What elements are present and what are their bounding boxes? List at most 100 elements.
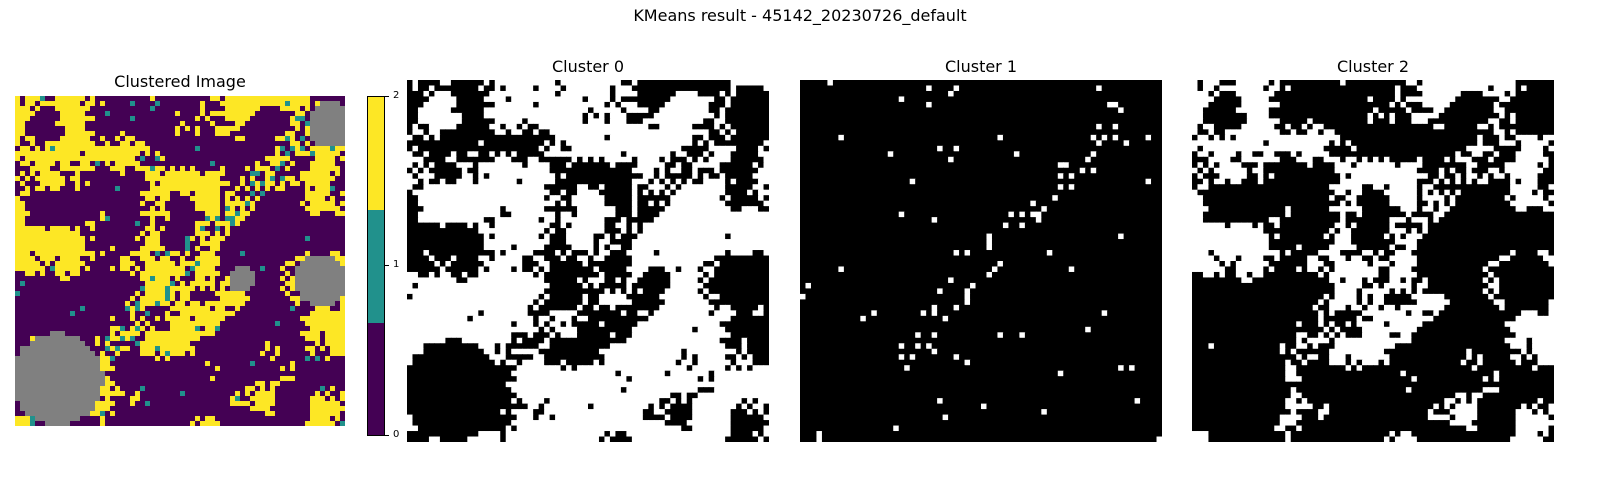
clustered-pixel [15, 171, 21, 177]
clustered-pixel [295, 111, 301, 117]
cluster-0-pixel [407, 96, 414, 103]
clustered-pixel [325, 111, 331, 117]
clustered-pixel [205, 301, 211, 307]
clustered-pixel [75, 256, 81, 262]
clustered-pixel [85, 141, 91, 147]
clustered-pixel [170, 256, 176, 262]
cluster-0-pixel [450, 96, 457, 103]
clustered-pixel [70, 216, 76, 222]
clustered-pixel [90, 341, 96, 347]
clustered-pixel [340, 416, 345, 422]
clustered-pixel [340, 361, 345, 367]
clustered-pixel [20, 191, 26, 197]
clustered-pixel [235, 401, 241, 407]
clustered-pixel [110, 291, 116, 297]
clustered-pixel [255, 391, 261, 397]
clustered-pixel [300, 371, 306, 377]
clustered-pixel [25, 381, 31, 387]
clustered-pixel [260, 126, 266, 132]
clustered-pixel [200, 286, 206, 292]
clustered-pixel [160, 291, 166, 297]
clustered-pixel [105, 356, 111, 362]
clustered-pixel [180, 356, 186, 362]
clustered-pixel [145, 306, 151, 312]
clustered-pixel [100, 286, 106, 292]
clustered-pixel [55, 256, 61, 262]
clustered-pixel [235, 231, 241, 237]
cluster-0-pixel [412, 123, 419, 130]
clustered-pixel [50, 351, 56, 357]
clustered-pixel [165, 171, 171, 177]
clustered-pixel [165, 406, 171, 412]
clustered-pixel [325, 101, 331, 107]
clustered-pixel [30, 286, 36, 292]
clustered-pixel [245, 111, 251, 117]
clustered-pixel [200, 356, 206, 362]
clustered-pixel [90, 186, 96, 192]
clustered-pixel [185, 301, 191, 307]
clustered-pixel [215, 311, 221, 317]
clustered-pixel [35, 421, 41, 426]
clustered-pixel [310, 136, 316, 142]
clustered-pixel [180, 371, 186, 377]
clustered-pixel [60, 121, 66, 127]
cluster-0-pixel [483, 118, 490, 125]
clustered-pixel [150, 141, 156, 147]
clustered-pixel [255, 236, 261, 242]
clustered-pixel [255, 361, 261, 367]
clustered-pixel [150, 296, 156, 302]
cluster-0-pixel [648, 118, 655, 125]
cluster-0-pixel [461, 80, 468, 87]
clustered-pixel [275, 121, 281, 127]
clustered-pixel [240, 241, 246, 247]
clustered-pixel [160, 156, 166, 162]
clustered-pixel [265, 261, 271, 267]
clustered-pixel [100, 96, 106, 102]
clustered-pixel [275, 176, 281, 182]
clustered-pixel [120, 371, 126, 377]
clustered-pixel [200, 391, 206, 397]
clustered-pixel [75, 191, 81, 197]
clustered-pixel [195, 161, 201, 167]
clustered-pixel [35, 201, 41, 207]
clustered-pixel [20, 206, 26, 212]
clustered-pixel [190, 196, 196, 202]
clustered-pixel [265, 121, 271, 127]
clustered-pixel [340, 216, 345, 222]
clustered-pixel [140, 326, 146, 332]
clustered-pixel [215, 216, 221, 222]
clustered-pixel [45, 191, 51, 197]
clustered-pixel [245, 186, 251, 192]
clustered-pixel [160, 411, 166, 417]
clustered-pixel [300, 326, 306, 332]
clustered-pixel [85, 271, 91, 277]
clustered-pixel [245, 376, 251, 382]
clustered-pixel [310, 226, 316, 232]
clustered-pixel [320, 121, 326, 127]
clustered-pixel [155, 141, 161, 147]
clustered-pixel [215, 406, 221, 412]
clustered-pixel [120, 306, 126, 312]
clustered-pixel [325, 146, 331, 152]
clustered-pixel [95, 406, 101, 412]
clustered-pixel [305, 136, 311, 142]
clustered-pixel [210, 151, 216, 157]
clustered-pixel [330, 286, 336, 292]
clustered-pixel [340, 366, 345, 372]
clustered-pixel [45, 241, 51, 247]
clustered-pixel [250, 251, 256, 257]
clustered-pixel [185, 386, 191, 392]
clustered-pixel [15, 116, 21, 122]
clustered-pixel [185, 156, 191, 162]
clustered-pixel [225, 386, 231, 392]
clustered-pixel [240, 346, 246, 352]
cluster-0-pixel [664, 123, 671, 130]
clustered-pixel [20, 121, 26, 127]
clustered-pixel [235, 391, 241, 397]
clustered-pixel [85, 201, 91, 207]
clustered-pixel [185, 396, 191, 402]
cluster-0-pixel [609, 90, 617, 98]
clustered-pixel [170, 161, 176, 167]
clustered-pixel [65, 346, 71, 352]
clustered-pixel [150, 336, 156, 342]
